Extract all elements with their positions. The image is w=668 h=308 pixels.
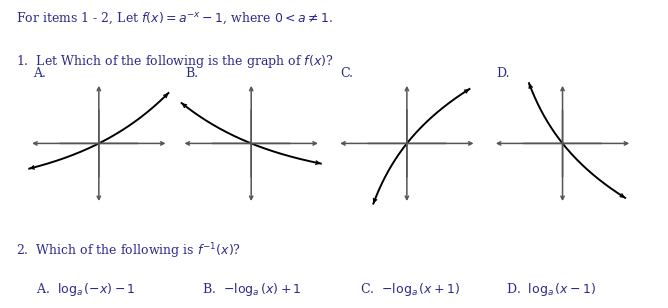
Text: 2.  Which of the following is $f^{-1}(x)$?: 2. Which of the following is $f^{-1}(x)$… <box>16 242 241 261</box>
Text: B.  $-\log_a(x) + 1$: B. $-\log_a(x) + 1$ <box>202 281 301 298</box>
Text: D.  $\log_a(x - 1)$: D. $\log_a(x - 1)$ <box>506 281 597 298</box>
Text: C.: C. <box>341 67 353 80</box>
Text: For items 1 - 2, Let $f(x) = a^{-x} - 1$, where $0 < a \neq 1$.: For items 1 - 2, Let $f(x) = a^{-x} - 1$… <box>16 10 333 26</box>
Text: A.: A. <box>33 67 45 80</box>
Text: B.: B. <box>185 67 198 80</box>
Text: C.  $-\log_a(x + 1)$: C. $-\log_a(x + 1)$ <box>361 281 461 298</box>
Text: D.: D. <box>496 67 510 80</box>
Text: A.  $\log_a(-x) - 1$: A. $\log_a(-x) - 1$ <box>36 281 136 298</box>
Text: 1.  Let Which of the following is the graph of $f(x)$?: 1. Let Which of the following is the gra… <box>16 53 333 70</box>
